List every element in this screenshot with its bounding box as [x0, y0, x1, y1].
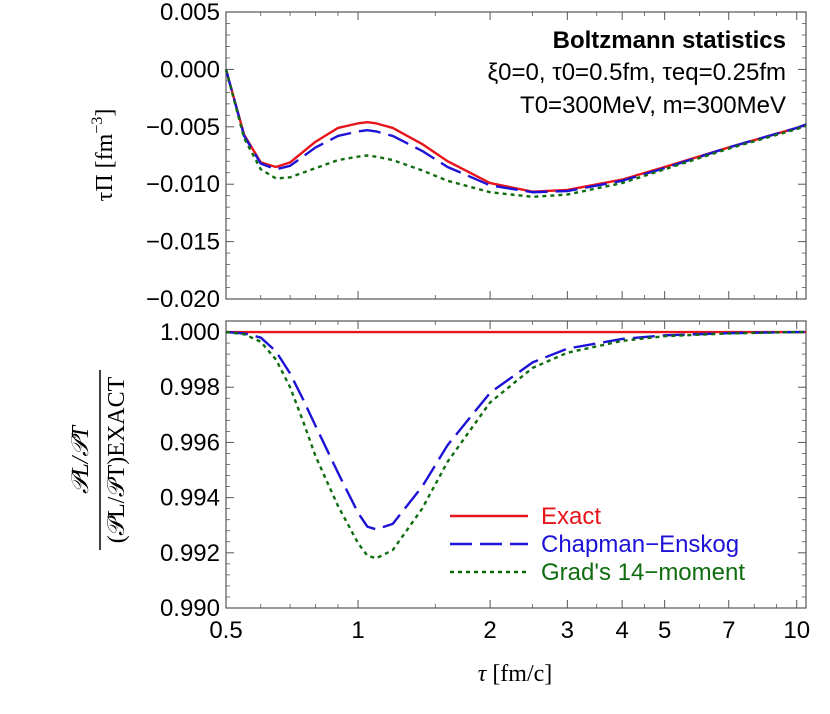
series-line-chapman-enskog: [224, 69, 807, 194]
bottom-y-label-numerator: 𝒫L/𝒫T: [68, 424, 94, 494]
y-tick-label: 0.005: [160, 0, 220, 26]
y-tick-label: 0.996: [160, 429, 220, 456]
y-tick-label: −0.010: [146, 171, 220, 198]
y-tick-label: 0.990: [160, 595, 220, 622]
top-series: [224, 69, 807, 199]
x-tick-label: 0.5: [209, 617, 242, 644]
bottom-y-axis-label: 𝒫L/𝒫T (𝒫L/𝒫T)EXACT: [68, 370, 130, 550]
y-tick-label: −0.020: [146, 286, 220, 313]
legend-label: Exact: [541, 503, 601, 530]
x-tick-label: 4: [615, 617, 628, 644]
annotation-line2: T0=300MeV, m=300MeV: [520, 92, 786, 119]
y-tick-label: −0.005: [146, 114, 220, 141]
annotation-title: Boltzmann statistics: [553, 27, 786, 54]
x-tick-label: 1: [351, 617, 364, 644]
top-panel: 0.005 0.000 −0.005 −0.010 −0.015 −0.020 Boltz…: [89, 0, 807, 313]
series-line-grads-14-moment: [224, 69, 807, 199]
top-plot-frame: [225, 11, 807, 300]
x-axis-label: τ [fm/c]: [478, 661, 553, 687]
top-y-axis-label: τΠ [fm−3]: [89, 109, 118, 202]
series-line-chapman-enskog: [225, 330, 806, 531]
x-tick-label: 3: [561, 617, 574, 644]
x-tick-label: 10: [783, 617, 810, 644]
x-tick-label: 7: [722, 617, 735, 644]
bottom-series: [225, 330, 806, 560]
series-line-grads-14-moment: [225, 330, 806, 560]
top-annotation: Boltzmann statistics ξ0=0, τ0=0.5fm, τeq…: [487, 27, 786, 119]
top-ticks: 0.005 0.000 −0.005 −0.010 −0.015 −0.020: [146, 0, 806, 313]
y-tick-label: 0.000: [160, 56, 220, 83]
y-tick-label: 1.000: [160, 319, 220, 346]
y-tick-label: 0.998: [160, 374, 220, 401]
y-tick-label: 0.994: [160, 485, 220, 512]
legend-label: Grad's 14−moment: [541, 559, 745, 586]
series-line-exact: [224, 69, 807, 193]
bottom-y-label-denominator: (𝒫L/𝒫T)EXACT: [104, 376, 130, 543]
y-tick-label: 0.992: [160, 540, 220, 567]
annotation-line1: ξ0=0, τ0=0.5fm, τeq=0.25fm: [487, 59, 786, 86]
x-tick-label: 2: [483, 617, 496, 644]
legend-label: Chapman−Enskog: [541, 531, 739, 558]
x-tick-label: 5: [658, 617, 671, 644]
y-tick-label: −0.015: [146, 229, 220, 256]
